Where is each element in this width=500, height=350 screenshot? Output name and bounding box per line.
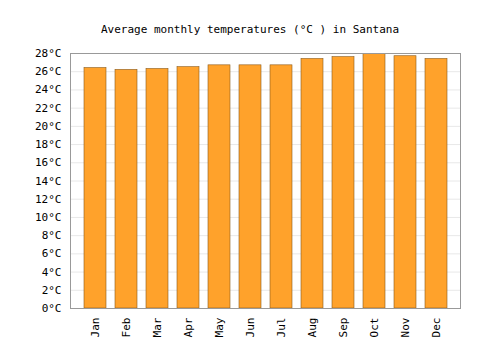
svg-text:16°C: 16°C: [35, 156, 62, 169]
svg-text:22°C: 22°C: [35, 102, 62, 115]
svg-text:Oct: Oct: [368, 318, 381, 338]
svg-text:Sep: Sep: [337, 318, 350, 338]
svg-text:6°C: 6°C: [42, 247, 62, 260]
svg-text:0°C: 0°C: [42, 302, 62, 315]
svg-text:26°C: 26°C: [35, 65, 62, 78]
svg-text:12°C: 12°C: [35, 193, 62, 206]
svg-text:28°C: 28°C: [35, 47, 62, 60]
svg-text:Jul: Jul: [275, 318, 288, 338]
svg-text:Mar: Mar: [151, 317, 164, 337]
svg-text:4°C: 4°C: [42, 266, 62, 279]
svg-text:20°C: 20°C: [35, 120, 62, 133]
svg-text:Feb: Feb: [120, 318, 133, 338]
svg-text:Nov: Nov: [399, 317, 412, 337]
svg-text:Apr: Apr: [182, 317, 195, 337]
svg-text:18°C: 18°C: [35, 138, 62, 151]
svg-text:14°C: 14°C: [35, 175, 62, 188]
svg-text:Jun: Jun: [244, 318, 257, 338]
svg-text:2°C: 2°C: [42, 284, 62, 297]
svg-text:24°C: 24°C: [35, 83, 62, 96]
html-text:Average monthly temperatures (: Average monthly temperatures (°C ) in Sa…: [101, 23, 399, 36]
svg-text:8°C: 8°C: [42, 229, 62, 242]
svg-text:May: May: [213, 317, 226, 337]
svg-text:Jan: Jan: [89, 318, 102, 338]
svg-text:Dec: Dec: [430, 318, 443, 338]
svg-text:10°C: 10°C: [35, 211, 62, 224]
svg-text:Aug: Aug: [306, 318, 319, 338]
